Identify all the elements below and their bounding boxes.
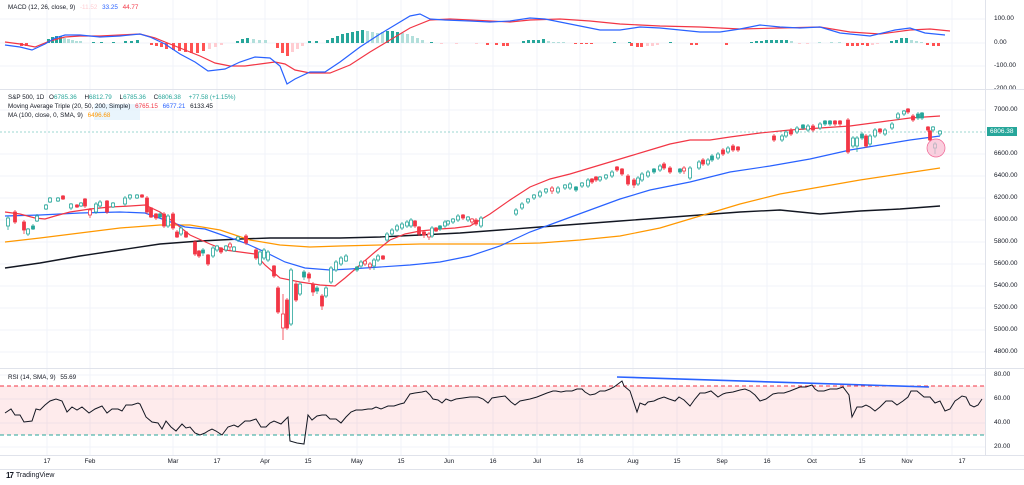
ma50-value: 6677.21 xyxy=(162,103,186,110)
axis-tick: 40.00 xyxy=(994,419,1011,426)
time-tick: Jul xyxy=(532,458,542,465)
rsi-legend: RSI (14, SMA, 9) 55.69 xyxy=(8,373,79,382)
time-tick: 17 xyxy=(213,458,221,465)
time-tick: Jun xyxy=(443,458,455,465)
tradingview-logo[interactable]: 17 TradingView xyxy=(6,471,54,480)
axis-tick: 5200.00 xyxy=(994,304,1018,311)
axis-tick: 6600.00 xyxy=(994,150,1018,157)
time-tick: 15 xyxy=(673,458,681,465)
symbol-label[interactable]: S&P 500, 1D xyxy=(8,94,45,101)
highlight-box xyxy=(94,104,140,120)
axis-tick: 60.00 xyxy=(994,395,1011,402)
time-tick: Aug xyxy=(627,458,639,465)
axis-tick: 6400.00 xyxy=(994,172,1018,179)
axis-tick: 0.00 xyxy=(994,39,1007,46)
time-axis[interactable]: 17 Feb Mar 17 Apr 15 May 15 Jun 16 Jul 1… xyxy=(0,455,985,470)
close-label: C xyxy=(153,94,159,101)
price-pane[interactable]: S&P 500, 1D O6785.36 H6812.79 L6785.36 C… xyxy=(0,90,985,368)
price-axis[interactable]: 7000.00 6600.00 6400.00 6200.00 6000.00 … xyxy=(985,90,1024,368)
low-label: L xyxy=(119,94,124,101)
macd-signal-line xyxy=(4,18,951,74)
time-tick: 15 xyxy=(304,458,312,465)
time-tick: 16 xyxy=(763,458,771,465)
rsi-plot xyxy=(0,369,985,455)
high-value: 6812.79 xyxy=(89,94,112,101)
pane-divider[interactable] xyxy=(0,368,1024,369)
open-value: 6785.36 xyxy=(53,94,77,101)
axis-tick: 80.00 xyxy=(994,371,1011,378)
macd-pane[interactable]: MACD (12, 26, close, 9) -11.52 33.25 44.… xyxy=(0,0,985,89)
low-value: 6785.36 xyxy=(123,94,146,101)
open-label: O xyxy=(49,94,54,101)
axis-tick: 5800.00 xyxy=(994,238,1018,245)
axis-tick: 6000.00 xyxy=(994,216,1018,223)
price-legend: S&P 500, 1D O6785.36 H6812.79 L6785.36 C… xyxy=(8,93,239,120)
ma100-label: MA (100, close, 0, SMA, 9) xyxy=(8,112,83,119)
ohlc-row: S&P 500, 1D O6785.36 H6812.79 L6785.36 C… xyxy=(8,93,239,102)
macd-legend: MACD (12, 26, close, 9) -11.52 33.25 44.… xyxy=(8,3,141,12)
macd-line xyxy=(4,13,946,85)
ma20-line xyxy=(4,115,941,287)
axis-tick: 6200.00 xyxy=(994,194,1018,201)
footer-divider xyxy=(0,469,1024,470)
axis-tick: 100.00 xyxy=(994,15,1014,22)
pane-divider[interactable] xyxy=(0,89,1024,90)
time-tick: Oct xyxy=(807,458,817,465)
axis-tick: 5400.00 xyxy=(994,282,1018,289)
axis-tick: 7000.00 xyxy=(994,106,1018,113)
rsi-pane[interactable]: RSI (14, SMA, 9) 55.69 xyxy=(0,369,985,455)
candles xyxy=(6,108,942,340)
time-tick: Sep xyxy=(716,458,728,465)
axis-tick: 5000.00 xyxy=(994,326,1018,333)
rsi-axis[interactable]: 80.00 60.00 40.00 20.00 xyxy=(985,369,1024,455)
rsi-legend-label: RSI (14, SMA, 9) xyxy=(8,374,56,381)
time-axis-divider xyxy=(0,455,1024,456)
macd-price-axis[interactable]: 100.00 0.00 -100.00 -200.00 xyxy=(985,0,1024,92)
rsi-value: 55.69 xyxy=(60,374,77,381)
time-tick: 15 xyxy=(858,458,866,465)
close-value: 6806.38 xyxy=(158,94,181,101)
time-tick: 16 xyxy=(576,458,584,465)
macd-legend-label: MACD (12, 26, close, 9) xyxy=(8,4,76,11)
highlight-circle xyxy=(926,138,946,158)
time-tick: Mar xyxy=(167,458,179,465)
axis-tick: 5600.00 xyxy=(994,260,1018,267)
time-tick: 16 xyxy=(489,458,497,465)
rsi-line xyxy=(4,380,983,445)
time-tick: Feb xyxy=(84,458,96,465)
time-tick: 15 xyxy=(397,458,405,465)
axis-tick: 20.00 xyxy=(994,443,1011,450)
ma200-line xyxy=(4,205,941,269)
time-tick: Nov xyxy=(901,458,913,465)
last-price-tag: 6806.38 xyxy=(987,127,1017,136)
change-value: +77.58 (+1.15%) xyxy=(188,94,236,101)
time-tick: May xyxy=(351,458,363,465)
time-tick: Apr xyxy=(260,458,270,465)
macd-plot xyxy=(0,0,985,89)
high-label: H xyxy=(84,94,90,101)
macd-signal-value: 44.77 xyxy=(122,4,139,11)
ma100-row[interactable]: MA (100, close, 0, SMA, 9) 6496.68 xyxy=(8,111,239,120)
ma100-value: 6496.68 xyxy=(87,112,111,119)
ma-triple-row[interactable]: Moving Average Triple (20, 50, 200, Simp… xyxy=(8,102,239,111)
ma200-value: 6133.45 xyxy=(190,103,213,110)
axis-tick: 4800.00 xyxy=(994,348,1018,355)
price-plot xyxy=(0,90,985,368)
time-tick: 17 xyxy=(958,458,966,465)
tradingview-logo-text: TradingView xyxy=(15,472,55,479)
ma-triple-label: Moving Average Triple (20, 50, 200, Simp… xyxy=(8,103,131,110)
time-tick: 17 xyxy=(43,458,51,465)
tradingview-mark-icon: 17 xyxy=(6,471,14,480)
macd-value: 33.25 xyxy=(102,4,118,11)
rsi-band-fill xyxy=(0,386,985,435)
macd-histogram-value: -11.52 xyxy=(79,4,98,11)
rsi-divergence-trendline xyxy=(616,376,930,388)
axis-tick: -200.00 xyxy=(994,85,1016,92)
ma20-value: 6765.15 xyxy=(135,103,158,110)
axis-tick: -100.00 xyxy=(994,62,1017,69)
